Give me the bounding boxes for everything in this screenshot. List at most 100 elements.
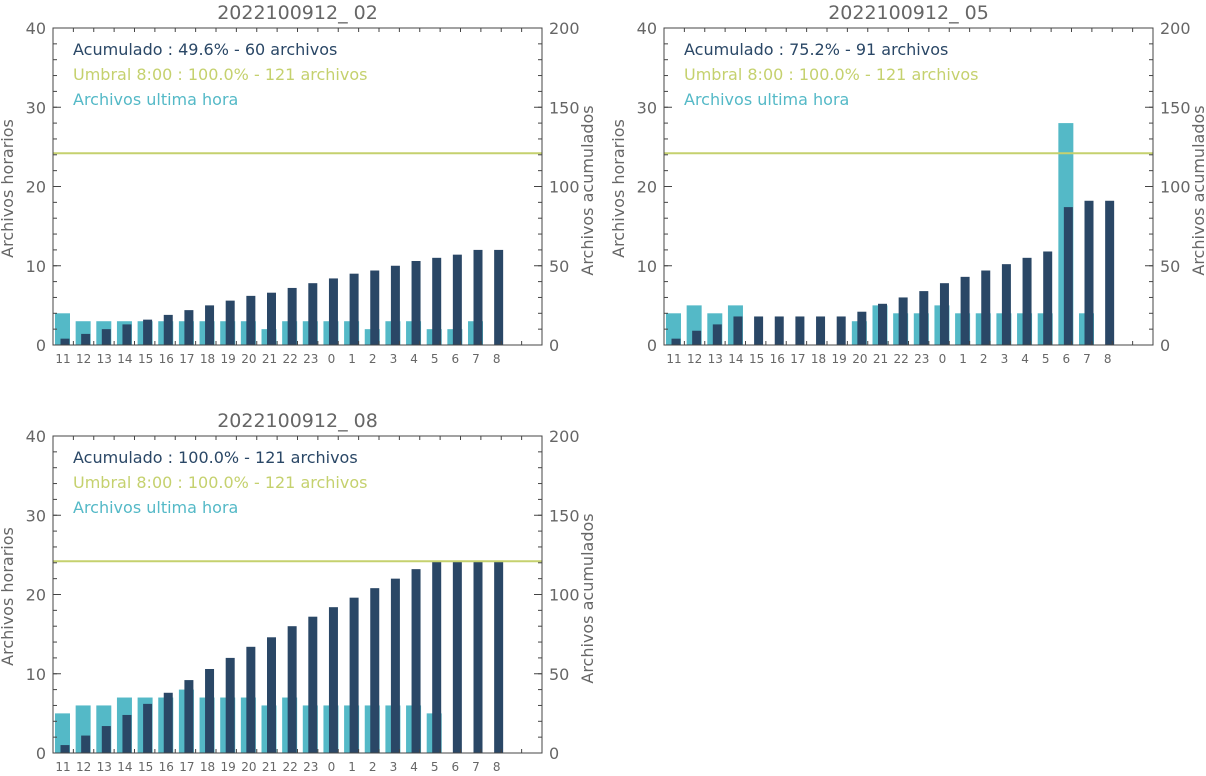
cumulative-bar bbox=[733, 316, 743, 345]
cumulative-bar bbox=[205, 668, 215, 753]
x-tick-label: 12 bbox=[76, 352, 91, 366]
cumulative-bar bbox=[960, 276, 970, 345]
y-axis-label: Archivos horarios bbox=[0, 527, 17, 666]
y-tick-label: 0 bbox=[36, 744, 46, 763]
y-axis-label: Archivos horarios bbox=[609, 119, 628, 258]
x-tick-label: 18 bbox=[200, 760, 215, 771]
y-tick-label: 40 bbox=[26, 427, 46, 446]
y2-tick-label: 200 bbox=[1160, 19, 1191, 38]
x-tick-label: 3 bbox=[390, 352, 398, 366]
y-tick-label: 20 bbox=[26, 178, 46, 197]
cumulative-bar bbox=[1043, 251, 1053, 345]
cumulative-bar bbox=[349, 273, 359, 345]
x-tick-label: 2 bbox=[980, 352, 988, 366]
cumulative-bar bbox=[836, 316, 846, 345]
x-tick-label: 15 bbox=[749, 352, 764, 366]
cumulative-bar bbox=[939, 283, 949, 345]
x-tick-label: 1 bbox=[959, 352, 967, 366]
cumulative-bar bbox=[246, 295, 256, 345]
cumulative-bar bbox=[432, 561, 442, 753]
x-tick-label: 14 bbox=[728, 352, 743, 366]
x-tick-label: 13 bbox=[97, 760, 112, 771]
x-tick-label: 19 bbox=[221, 760, 236, 771]
cumulative-bar bbox=[328, 278, 338, 345]
y-tick-label: 10 bbox=[637, 257, 657, 276]
y-tick-label: 0 bbox=[36, 336, 46, 355]
x-tick-label: 7 bbox=[472, 760, 480, 771]
x-tick-label: 6 bbox=[1063, 352, 1071, 366]
x-tick-label: 17 bbox=[179, 352, 194, 366]
x-tick-label: 22 bbox=[894, 352, 909, 366]
x-tick-label: 4 bbox=[410, 352, 418, 366]
x-tick-label: 21 bbox=[262, 760, 277, 771]
cumulative-bar bbox=[163, 314, 173, 345]
x-tick-label: 23 bbox=[303, 352, 318, 366]
x-tick-label: 16 bbox=[159, 352, 174, 366]
x-tick-label: 5 bbox=[431, 352, 439, 366]
cumulative-bar bbox=[898, 297, 908, 345]
x-tick-label: 23 bbox=[303, 760, 318, 771]
x-tick-label: 7 bbox=[1083, 352, 1091, 366]
cumulative-bar bbox=[1084, 200, 1094, 345]
legend-entry: Acumulado : 49.6% - 60 archivos bbox=[73, 40, 337, 59]
x-tick-label: 4 bbox=[410, 760, 418, 771]
cumulative-bar bbox=[81, 333, 91, 345]
y2-tick-label: 100 bbox=[549, 178, 580, 197]
cumulative-bar bbox=[452, 561, 462, 753]
x-tick-label: 1 bbox=[348, 760, 356, 771]
cumulative-bar bbox=[143, 703, 153, 753]
cumulative-bar bbox=[287, 626, 297, 753]
cumulative-bar bbox=[308, 283, 318, 345]
cumulative-bar bbox=[1022, 257, 1032, 345]
x-tick-label: 5 bbox=[431, 760, 439, 771]
x-tick-label: 14 bbox=[117, 760, 132, 771]
x-tick-label: 21 bbox=[873, 352, 888, 366]
cumulative-bar bbox=[246, 646, 256, 753]
x-tick-label: 22 bbox=[283, 352, 298, 366]
hourly-bar bbox=[55, 713, 70, 753]
legend-entry: Umbral 8:00 : 100.0% - 121 archivos bbox=[73, 473, 367, 492]
x-tick-label: 12 bbox=[687, 352, 702, 366]
x-tick-label: 13 bbox=[708, 352, 723, 366]
cumulative-bar bbox=[981, 270, 991, 345]
x-tick-label: 6 bbox=[452, 760, 460, 771]
cumulative-bar bbox=[287, 287, 297, 345]
cumulative-bar bbox=[432, 257, 442, 345]
cumulative-bar bbox=[370, 588, 380, 753]
x-tick-label: 17 bbox=[179, 760, 194, 771]
cumulative-bar bbox=[1063, 207, 1073, 345]
cumulative-bar bbox=[494, 249, 504, 345]
cumulative-bar bbox=[390, 265, 400, 345]
cumulative-bar bbox=[60, 338, 70, 345]
cumulative-bar bbox=[411, 260, 421, 345]
cumulative-bar bbox=[712, 324, 722, 345]
y2-axis-label: Archivos acumulados bbox=[578, 105, 597, 275]
hourly-bar bbox=[666, 313, 681, 345]
hourly-bar bbox=[55, 313, 70, 345]
cumulative-bar bbox=[163, 692, 173, 753]
y2-tick-label: 200 bbox=[549, 19, 580, 38]
cumulative-bar bbox=[101, 726, 111, 753]
cumulative-bar bbox=[1001, 264, 1011, 345]
cumulative-bar bbox=[370, 270, 380, 345]
legend-entry: Umbral 8:00 : 100.0% - 121 archivos bbox=[684, 65, 978, 84]
x-tick-label: 19 bbox=[221, 352, 236, 366]
x-tick-label: 19 bbox=[832, 352, 847, 366]
cumulative-bar bbox=[60, 745, 70, 753]
cumulative-bar bbox=[754, 316, 764, 345]
x-tick-label: 0 bbox=[939, 352, 947, 366]
x-tick-label: 20 bbox=[852, 352, 867, 366]
x-tick-label: 2 bbox=[369, 352, 377, 366]
cumulative-bar bbox=[328, 607, 338, 753]
cumulative-bar bbox=[692, 330, 702, 345]
y2-tick-label: 100 bbox=[549, 586, 580, 605]
cumulative-bar bbox=[473, 249, 483, 345]
cumulative-bar bbox=[267, 637, 276, 753]
x-tick-label: 11 bbox=[666, 352, 681, 366]
y-tick-label: 20 bbox=[637, 178, 657, 197]
cumulative-bar bbox=[349, 597, 359, 753]
x-tick-label: 22 bbox=[283, 760, 298, 771]
